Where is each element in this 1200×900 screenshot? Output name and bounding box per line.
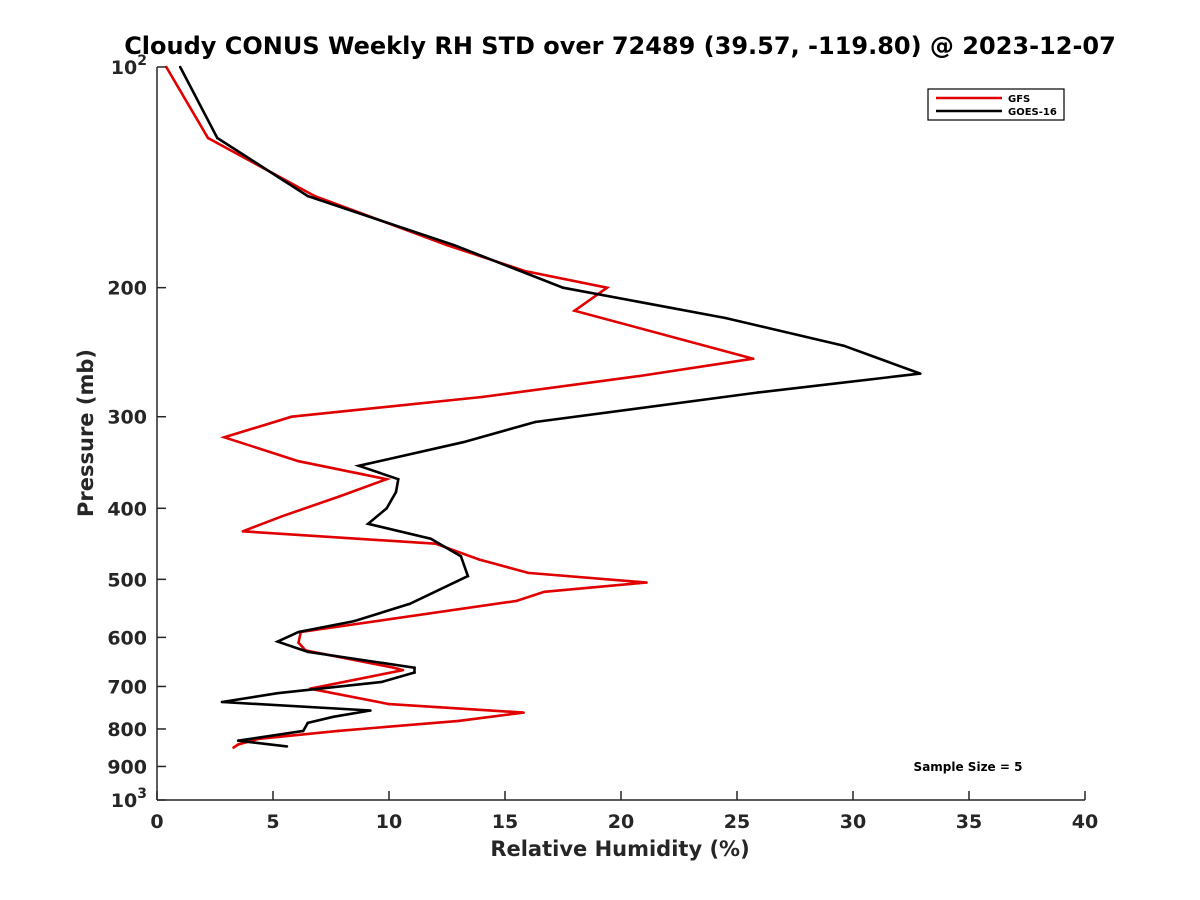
data-point-goes-16 [724,316,727,320]
data-point-goes-16 [301,729,305,733]
y-tick-label: 200 [107,278,147,300]
y-tick-label: 103 [111,786,147,812]
data-point-gfs [385,477,388,481]
x-axis-ticks: 0 5 10 15 20 25 30 35 40 [150,791,1098,833]
data-point-goes-16 [408,602,412,606]
data-point-goes-16 [466,574,470,578]
data-point-gfs [290,415,293,419]
data-point-gfs [387,702,391,706]
x-tick-label: 35 [956,811,982,833]
y-tick-label: 600 [107,627,147,649]
y-tick-label: 700 [107,676,147,698]
data-point-gfs [526,571,530,575]
data-point-gfs [573,309,576,312]
data-point-goes-16 [306,721,310,725]
data-point-goes-16 [276,640,279,643]
data-point-gfs [543,590,546,594]
data-point-gfs [297,641,300,644]
data-point-gfs [206,136,210,140]
data-point-gfs [522,711,525,714]
y-tick-label: 900 [107,756,147,778]
legend: GFS GOES-16 [927,88,1065,121]
data-point-gfs [401,668,405,672]
data-point-gfs [280,514,284,518]
y-tick-label: 500 [107,569,147,591]
y-axis-ticks: 102 200 300 400 500 600 700 800 900 103 [107,53,166,812]
data-point-goes-16 [178,65,182,69]
y-axis-label: Pressure (mb) [74,349,98,517]
x-tick-label: 30 [840,811,866,833]
data-point-goes-16 [306,650,310,654]
data-point-goes-16 [306,194,310,198]
x-tick-label: 10 [376,811,402,833]
x-tick-label: 15 [492,811,518,833]
data-point-goes-16 [842,344,846,347]
series-line-gfs [165,66,754,749]
x-tick-label: 25 [724,811,750,833]
y-tick-label: 800 [107,719,147,741]
data-point-goes-16 [385,507,388,510]
data-point-gfs [313,194,317,198]
data-point-goes-16 [413,666,416,670]
data-point-goes-16 [396,477,400,481]
data-point-goes-16 [533,420,537,424]
data-point-goes-16 [561,286,565,289]
legend-label-goes-16: GOES-16 [1008,107,1057,118]
legend-label-gfs: GFS [1008,94,1030,105]
data-point-gfs [457,719,460,723]
data-point-goes-16 [459,554,463,558]
x-tick-label: 20 [608,811,634,833]
x-tick-label: 5 [266,811,279,833]
data-point-goes-16 [429,537,433,540]
data-point-gfs [445,243,449,247]
data-point-goes-16 [756,391,760,394]
data-point-gfs [751,357,755,360]
data-point-gfs [480,395,484,399]
x-axis-label: Relative Humidity (%) [490,837,749,861]
data-point-goes-16 [380,680,384,684]
data-point-goes-16 [394,490,398,494]
data-point-gfs [478,558,481,561]
data-point-goes-16 [369,709,372,712]
data-point-gfs [645,581,648,584]
data-point-goes-16 [413,671,416,674]
data-point-goes-16 [461,440,465,444]
data-point-goes-16 [366,522,370,526]
y-tick-label: 102 [111,53,147,79]
data-point-goes-16 [332,715,335,719]
legend-box [927,88,1065,121]
series-layer [164,65,922,749]
sample-size-annotation: Sample Size = 5 [914,760,1023,774]
data-point-gfs [336,729,340,733]
data-point-goes-16 [297,630,300,634]
data-point-goes-16 [918,372,922,375]
data-point-goes-16 [357,464,361,468]
data-point-gfs [605,286,609,289]
data-point-gfs [338,494,342,498]
data-point-goes-16 [285,745,289,748]
data-point-goes-16 [236,739,240,742]
chart-title: Cloudy CONUS Weekly RH STD over 72489 (3… [124,32,1116,60]
data-point-gfs [515,599,518,603]
data-point-gfs [236,743,240,746]
y-tick-label: 300 [107,407,147,429]
data-point-gfs [241,530,245,533]
data-point-goes-16 [352,619,356,623]
data-point-gfs [638,374,641,378]
x-tick-label: 40 [1072,811,1098,833]
x-tick-label: 0 [150,811,163,833]
data-point-gfs [222,435,226,439]
data-point-goes-16 [216,136,219,140]
data-point-gfs [232,746,235,749]
data-point-goes-16 [276,691,279,695]
data-point-goes-16 [452,243,456,247]
y-tick-label: 400 [107,498,147,520]
data-point-goes-16 [220,700,224,704]
data-point-gfs [392,666,395,670]
data-point-gfs [297,459,300,463]
